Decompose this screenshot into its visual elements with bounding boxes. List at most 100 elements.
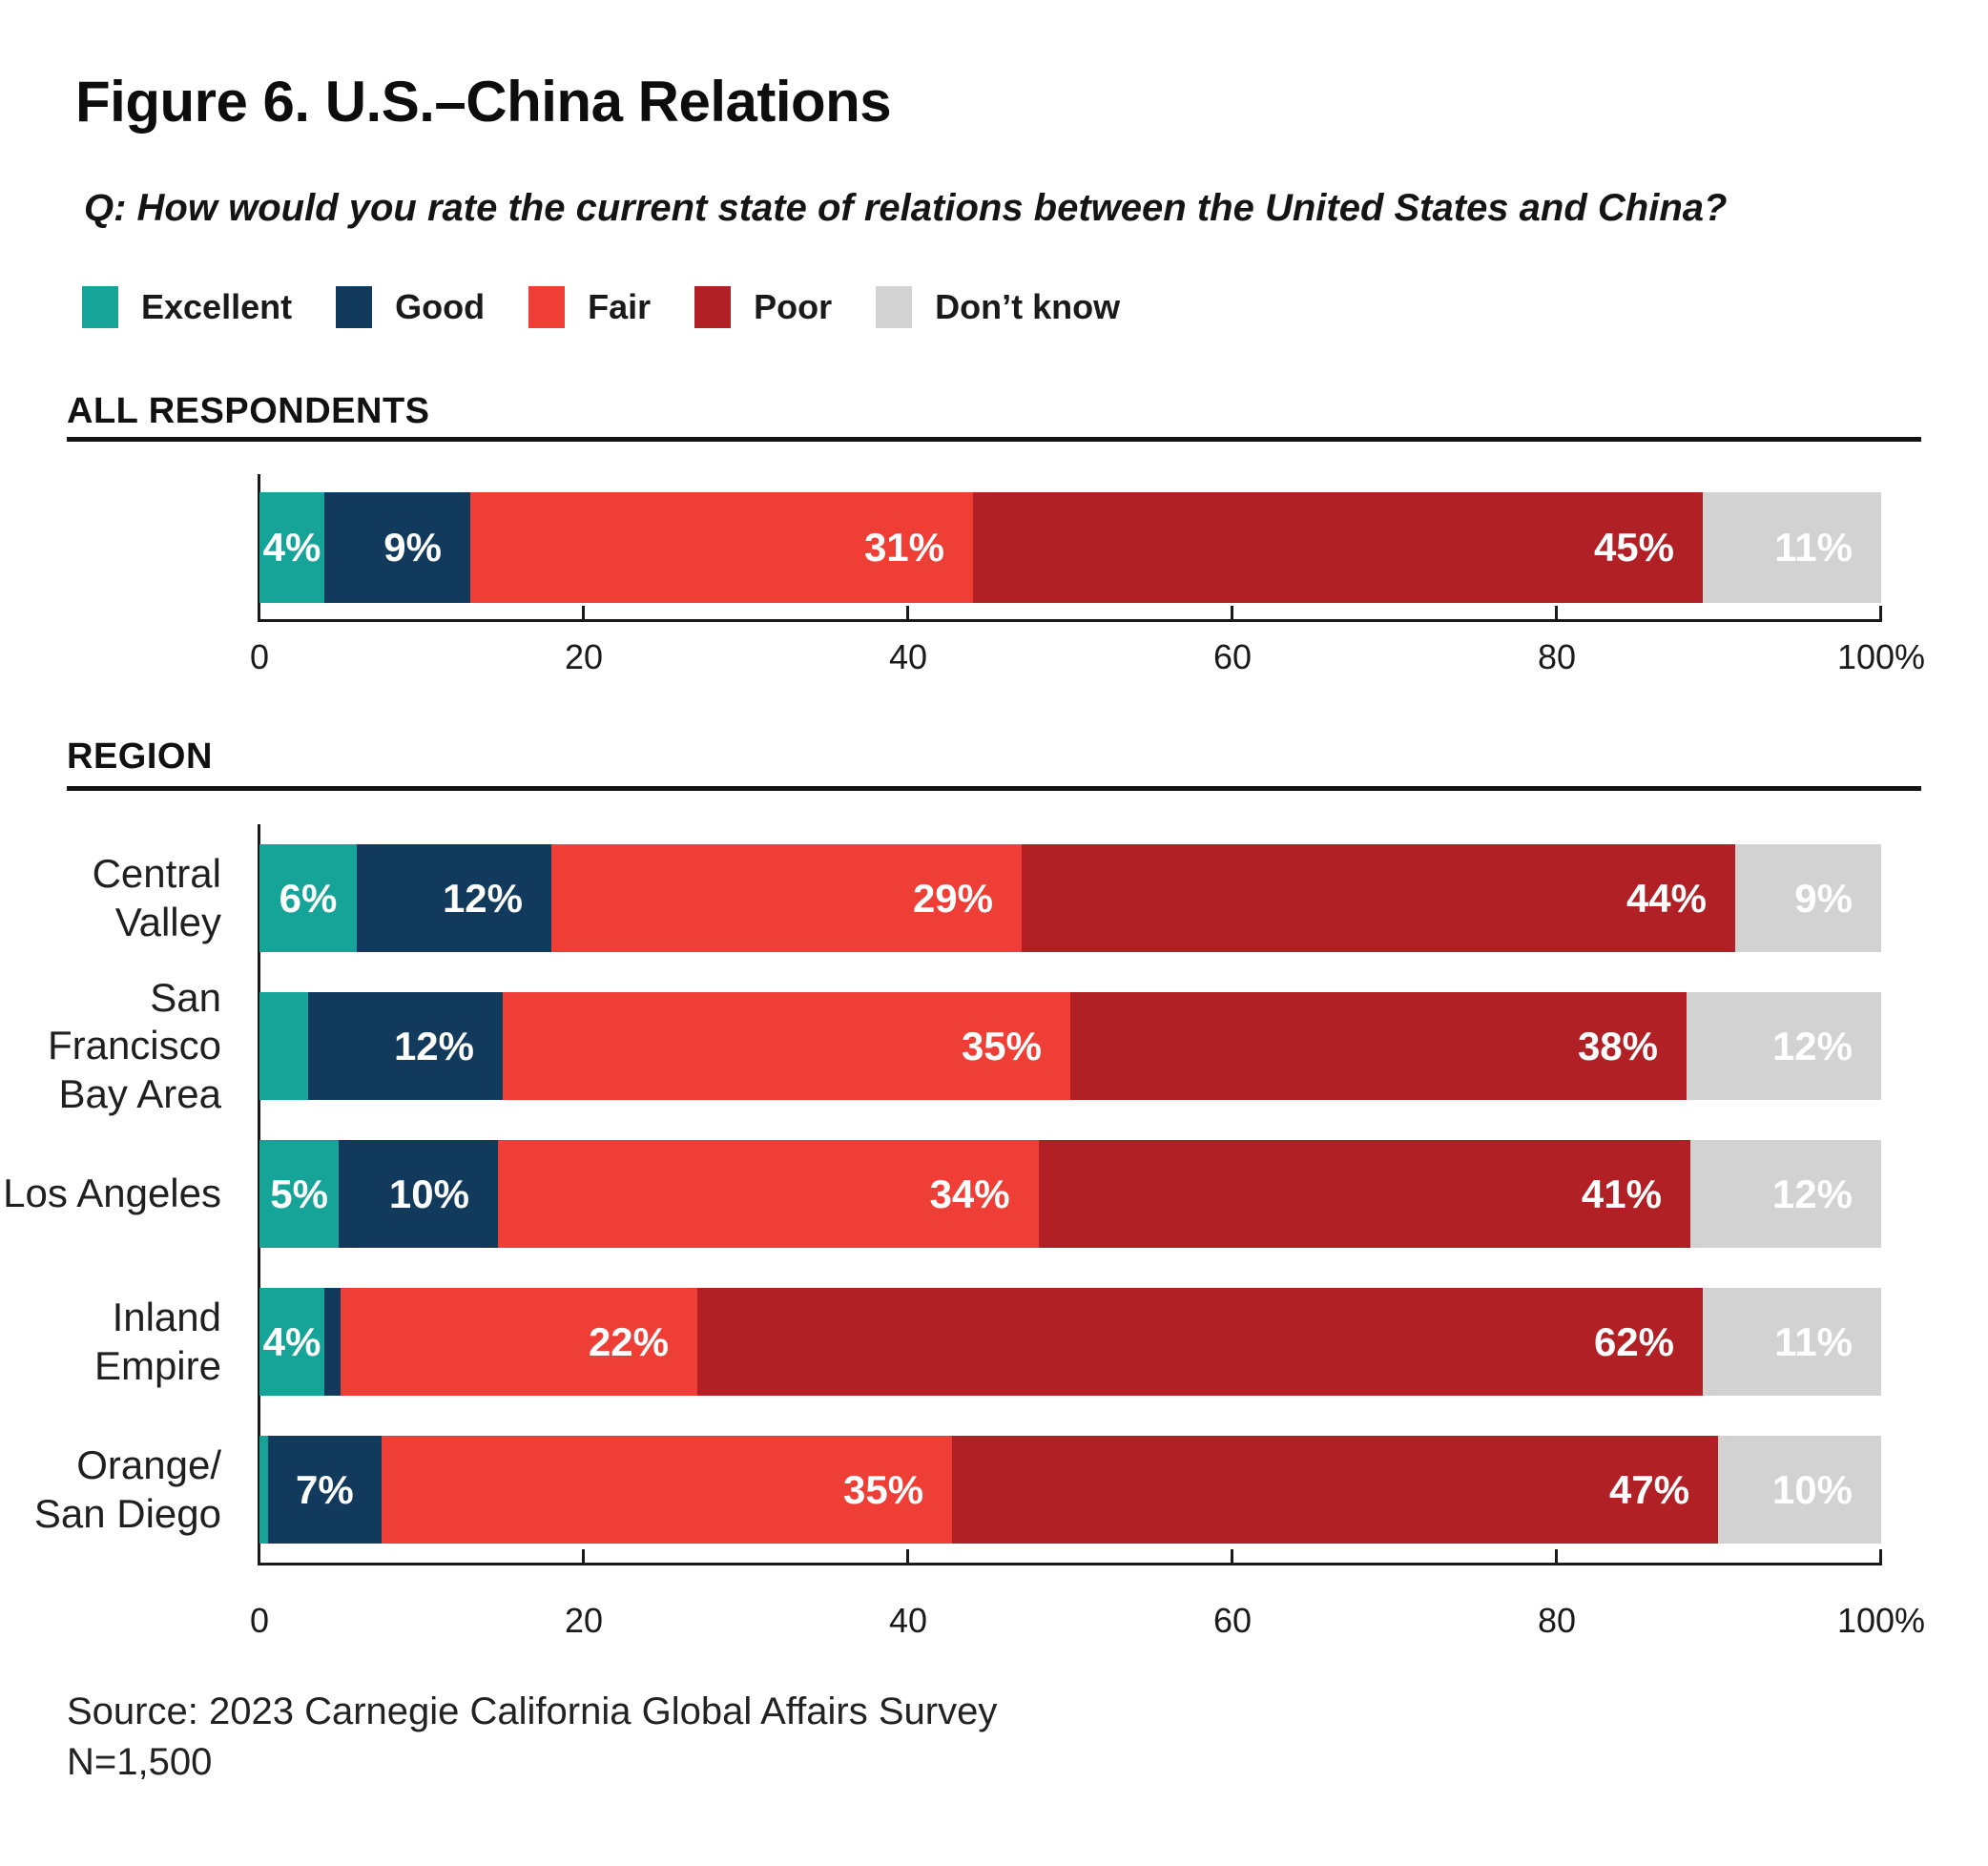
section-rule-all-respondents <box>67 437 1921 442</box>
x-axis-line <box>259 1563 1882 1565</box>
x-axis-tick <box>1231 606 1233 619</box>
stacked-bar: 6% 12% 29% 44% 9% <box>259 844 1881 952</box>
x-axis-tick-label: 80 <box>1537 1601 1577 1640</box>
stacked-bar: 5% 10% 34% 41% 12% <box>259 1140 1881 1248</box>
bar-segment: 41% <box>1038 1140 1690 1248</box>
x-axis-tick-label: 100% <box>1836 1601 1926 1640</box>
category-label: Inland Empire <box>0 1288 221 1396</box>
bar-segment: 45% <box>973 492 1703 603</box>
category-label: Orange/San Diego <box>0 1436 221 1544</box>
bar-segment: 10% <box>339 1140 498 1248</box>
bar-segment-value: 12% <box>442 875 523 921</box>
bar-segment-value: 9% <box>383 525 442 570</box>
legend-item-label: Don’t know <box>935 287 1121 326</box>
stacked-bar: 12% 35% 38% 12% <box>259 992 1881 1100</box>
y-axis-line <box>258 474 260 622</box>
x-axis-tick-label: 100% <box>1836 637 1926 676</box>
bar-segment: 9% <box>1735 844 1881 952</box>
category-label-line: Los Angeles <box>3 1171 221 1216</box>
legend-item-label: Poor <box>754 287 833 326</box>
category-label-line: San Francisco <box>47 974 221 1068</box>
legend-swatch <box>694 286 732 328</box>
x-axis-tick <box>582 606 585 619</box>
bar-segment-value: 10% <box>1771 1466 1853 1512</box>
bar-segment: 9% <box>324 492 470 603</box>
legend-item-label: Good <box>395 287 486 326</box>
x-axis-tick-label: 0 <box>249 637 270 676</box>
bar-segment: 34% <box>497 1140 1039 1248</box>
bar-segment <box>259 1436 268 1544</box>
legend-item: Poor <box>694 286 832 328</box>
legend-item: Don’t know <box>876 286 1120 328</box>
bar-segment-value: 11% <box>1774 1318 1853 1364</box>
bar-segment-value: 62% <box>1593 1318 1674 1364</box>
legend-swatch <box>876 286 913 328</box>
figure-title: Figure 6. U.S.–China Relations <box>75 70 892 134</box>
bar-segment-value: 4% <box>262 1318 321 1364</box>
legend-item: Fair <box>528 286 651 328</box>
bar-segment-value: 41% <box>1581 1171 1662 1216</box>
x-axis-tick <box>906 606 909 619</box>
category-label-line: San Diego <box>33 1490 221 1536</box>
bar-segment-value: 22% <box>588 1318 669 1364</box>
legend-item-label: Excellent <box>141 287 293 326</box>
bar-segment-value: 10% <box>388 1171 469 1216</box>
bar-segment-value: 12% <box>393 1023 474 1068</box>
bar-segment: 4% <box>259 1288 324 1396</box>
bar-segment: 47% <box>952 1436 1719 1544</box>
bar-segment: 12% <box>1687 992 1881 1100</box>
x-axis-tick <box>1231 1549 1233 1563</box>
bar-segment-value: 44% <box>1626 875 1707 921</box>
bar-segment: 38% <box>1070 992 1687 1100</box>
bar-segment-value: 47% <box>1609 1466 1690 1512</box>
x-axis-tick <box>906 1549 909 1563</box>
legend: Excellent Good Fair Poor Don’t know <box>82 286 1120 328</box>
bar-segment: 44% <box>1022 844 1735 952</box>
stacked-bar: 4% 22% 62% 11% <box>259 1288 1881 1396</box>
bar-segment: 12% <box>1689 1140 1881 1248</box>
bar-segment-value: 45% <box>1593 525 1674 570</box>
bar-segment <box>259 992 308 1100</box>
stacked-bar: 4% 9% 31% 45% 11% <box>259 492 1881 603</box>
bar-segment: 22% <box>341 1288 697 1396</box>
x-axis-tick-label: 0 <box>249 1601 270 1640</box>
bar-segment: 10% <box>1718 1436 1881 1544</box>
survey-question: Q: How would you rate the current state … <box>84 187 1728 229</box>
x-axis-tick <box>1879 606 1882 619</box>
x-axis-tick-label: 80 <box>1537 637 1577 676</box>
bar-segment: 35% <box>503 992 1070 1100</box>
legend-item: Excellent <box>82 286 292 328</box>
x-axis-tick-label: 20 <box>564 1601 604 1640</box>
bar-segment: 4% <box>259 492 324 603</box>
category-label-line: Inland Empire <box>93 1295 221 1388</box>
x-axis-tick <box>1555 1549 1558 1563</box>
y-axis-line <box>258 824 260 1565</box>
bar-segment: 12% <box>308 992 503 1100</box>
x-axis-tick-label: 60 <box>1212 637 1253 676</box>
stacked-bar: 7% 35% 47% 10% <box>259 1436 1881 1544</box>
bar-segment: 31% <box>470 492 973 603</box>
bar-segment-value: 29% <box>912 875 993 921</box>
x-axis-tick-label: 40 <box>888 1601 928 1640</box>
bar-segment-value: 7% <box>295 1466 354 1512</box>
category-label: Central Valley <box>0 844 221 952</box>
category-label-line: Orange/ <box>76 1442 221 1488</box>
category-label: San Francisco Bay Area <box>0 975 221 1116</box>
bar-segment: 12% <box>357 844 551 952</box>
bar-segment-value: 35% <box>843 1466 924 1512</box>
x-axis-tick <box>1555 606 1558 619</box>
category-label-line: Bay Area <box>58 1070 221 1116</box>
category-label: Los Angeles <box>0 1140 221 1248</box>
bar-segment: 35% <box>382 1436 953 1544</box>
bar-segment-value: 6% <box>279 875 338 921</box>
category-label-line: Central Valley <box>92 851 221 944</box>
bar-segment <box>324 1288 341 1396</box>
bar-segment-value: 9% <box>1794 875 1853 921</box>
bar-segment-value: 12% <box>1771 1171 1853 1216</box>
bar-segment: 5% <box>259 1140 340 1248</box>
legend-swatch <box>528 286 566 328</box>
bar-segment: 7% <box>267 1436 383 1544</box>
